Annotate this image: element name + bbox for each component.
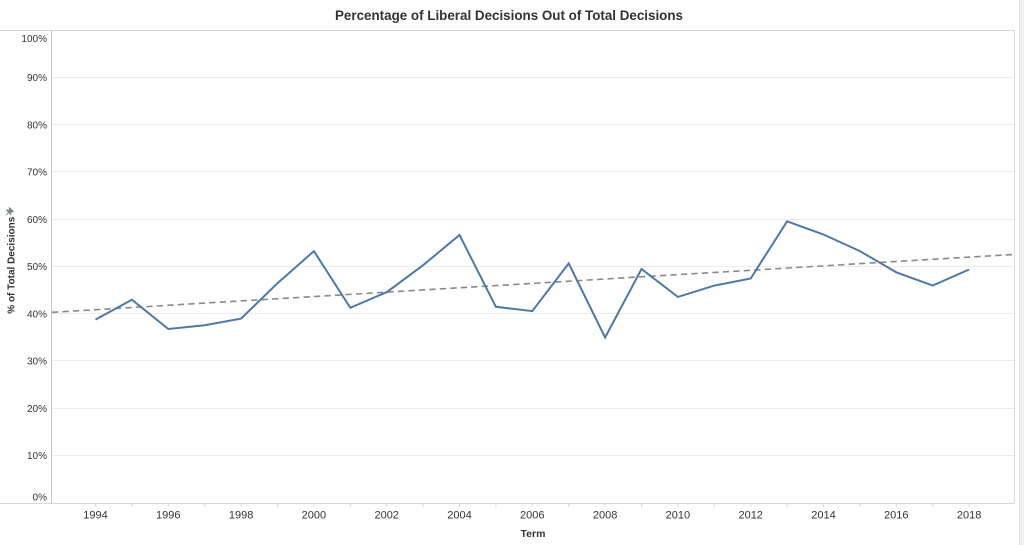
- svg-text:100%: 100%: [21, 34, 47, 45]
- svg-text:2006: 2006: [520, 510, 544, 522]
- svg-text:2012: 2012: [738, 510, 762, 522]
- svg-text:0%: 0%: [33, 492, 48, 503]
- svg-text:2008: 2008: [593, 510, 617, 522]
- svg-text:60%: 60%: [27, 215, 47, 226]
- svg-text:50%: 50%: [27, 262, 47, 273]
- svg-text:2000: 2000: [302, 510, 326, 522]
- svg-text:2016: 2016: [884, 510, 908, 522]
- svg-text:Term: Term: [521, 528, 546, 540]
- svg-text:40%: 40%: [27, 309, 47, 320]
- svg-text:1994: 1994: [83, 510, 107, 522]
- svg-text:2004: 2004: [447, 510, 471, 522]
- svg-text:1996: 1996: [156, 510, 180, 522]
- svg-text:Percentage of Liberal Decision: Percentage of Liberal Decisions Out of T…: [335, 8, 683, 23]
- svg-text:2018: 2018: [957, 510, 981, 522]
- svg-text:80%: 80%: [27, 120, 47, 131]
- svg-text:% of Total Decisions: % of Total Decisions: [6, 216, 17, 313]
- svg-text:10%: 10%: [27, 451, 47, 462]
- svg-text:70%: 70%: [27, 168, 47, 179]
- svg-text:90%: 90%: [27, 73, 47, 84]
- svg-text:30%: 30%: [27, 357, 47, 368]
- svg-text:2002: 2002: [374, 510, 398, 522]
- svg-text:1998: 1998: [229, 510, 253, 522]
- svg-text:2014: 2014: [811, 510, 835, 522]
- svg-text:20%: 20%: [27, 404, 47, 415]
- svg-text:2010: 2010: [666, 510, 690, 522]
